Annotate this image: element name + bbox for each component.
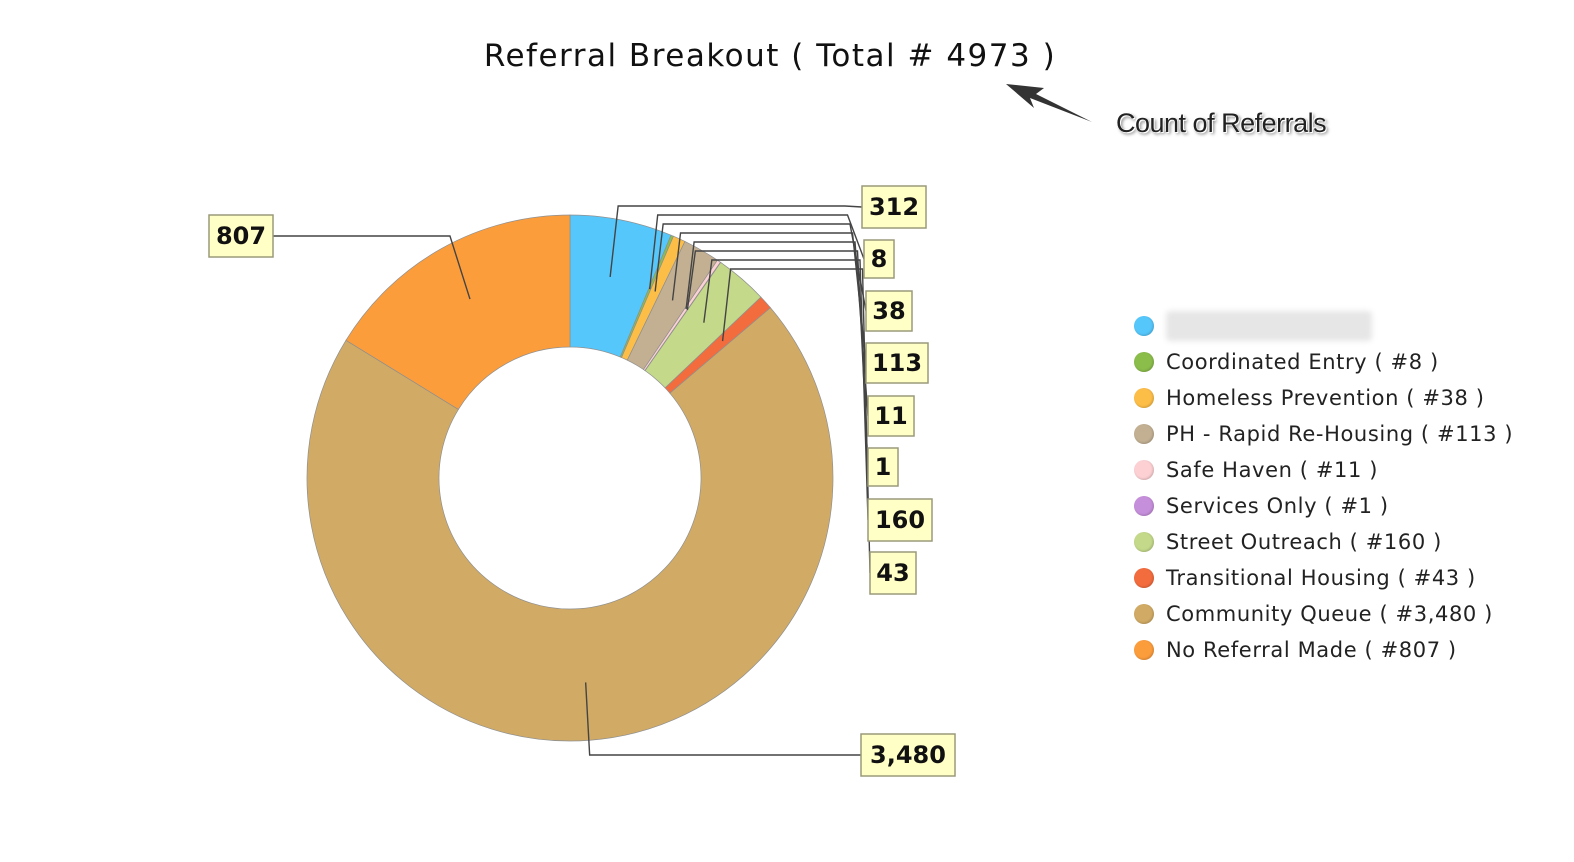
- callout-box: [865, 290, 913, 332]
- legend-label: Transitional Housing ( #43 ): [1166, 566, 1476, 590]
- leader-line: [273, 235, 471, 300]
- slice-no-referral-made: [345, 214, 571, 410]
- legend-item: [1134, 308, 1513, 344]
- legend-item: PH - Rapid Re-Housing ( #113 ): [1134, 416, 1513, 452]
- leader-line: [721, 268, 871, 574]
- data-label: 113: [872, 349, 922, 377]
- legend-swatch-icon: [1134, 352, 1154, 372]
- legend-label: Community Queue ( #3,480 ): [1166, 602, 1493, 626]
- callout-box: [860, 733, 956, 777]
- legend-item: Services Only ( #1 ): [1134, 488, 1513, 524]
- chart-title: Referral Breakout ( Total # 4973 ): [483, 38, 1057, 74]
- legend-label-redacted: [1166, 311, 1372, 341]
- legend-item: Transitional Housing ( #43 ): [1134, 560, 1513, 596]
- legend-item: Community Queue ( #3,480 ): [1134, 596, 1513, 632]
- callout-box: [867, 447, 899, 487]
- legend-item: Safe Haven ( #11 ): [1134, 452, 1513, 488]
- legend-swatch-icon: [1134, 640, 1154, 660]
- legend-swatch-icon: [1134, 532, 1154, 552]
- callout-box: [867, 395, 915, 437]
- data-label: 312: [869, 193, 919, 221]
- data-label: 1: [875, 453, 892, 481]
- callout-box: [865, 342, 929, 384]
- data-label: 8: [871, 245, 888, 273]
- legend-item: No Referral Made ( #807 ): [1134, 632, 1513, 668]
- callout-box: [861, 185, 927, 229]
- slice-community-queue: [306, 307, 834, 742]
- leader-line: [584, 682, 861, 756]
- legend-swatch-icon: [1134, 388, 1154, 408]
- data-label: 43: [876, 559, 909, 587]
- legend-label: Homeless Prevention ( #38 ): [1166, 386, 1485, 410]
- legend-label: Services Only ( #1 ): [1166, 494, 1389, 518]
- legend-swatch-icon: [1134, 316, 1154, 336]
- callout-box: [863, 239, 895, 279]
- legend: Coordinated Entry ( #8 ) Homeless Prevent…: [1134, 308, 1513, 668]
- legend-label: No Referral Made ( #807 ): [1166, 638, 1457, 662]
- legend-label: Coordinated Entry ( #8 ): [1166, 350, 1439, 374]
- legend-label: Street Outreach ( #160 ): [1166, 530, 1442, 554]
- leader-line: [648, 214, 865, 290]
- annotation-arrow-icon: [1006, 84, 1092, 122]
- leader-line: [609, 205, 863, 278]
- data-label: 11: [874, 402, 907, 430]
- data-label: 3,480: [870, 741, 946, 769]
- data-label: 807: [216, 222, 266, 250]
- legend-label: PH - Rapid Re-Housing ( #113 ): [1166, 422, 1514, 446]
- legend-item: Street Outreach ( #160 ): [1134, 524, 1513, 560]
- legend-swatch-icon: [1134, 424, 1154, 444]
- annotation-label: Count of Referrals: [1116, 108, 1327, 138]
- data-label: 38: [872, 297, 905, 325]
- leader-line: [703, 259, 869, 521]
- legend-swatch-icon: [1134, 460, 1154, 480]
- callout-box: [208, 214, 274, 258]
- legend-item: Coordinated Entry ( #8 ): [1134, 344, 1513, 380]
- legend-swatch-icon: [1134, 568, 1154, 588]
- legend-swatch-icon: [1134, 604, 1154, 624]
- legend-item: Homeless Prevention ( #38 ): [1134, 380, 1513, 416]
- data-label: 160: [875, 506, 925, 534]
- callout-box: [869, 551, 917, 595]
- legend-label: Safe Haven ( #11 ): [1166, 458, 1379, 482]
- callout-box: [867, 498, 933, 542]
- legend-swatch-icon: [1134, 496, 1154, 516]
